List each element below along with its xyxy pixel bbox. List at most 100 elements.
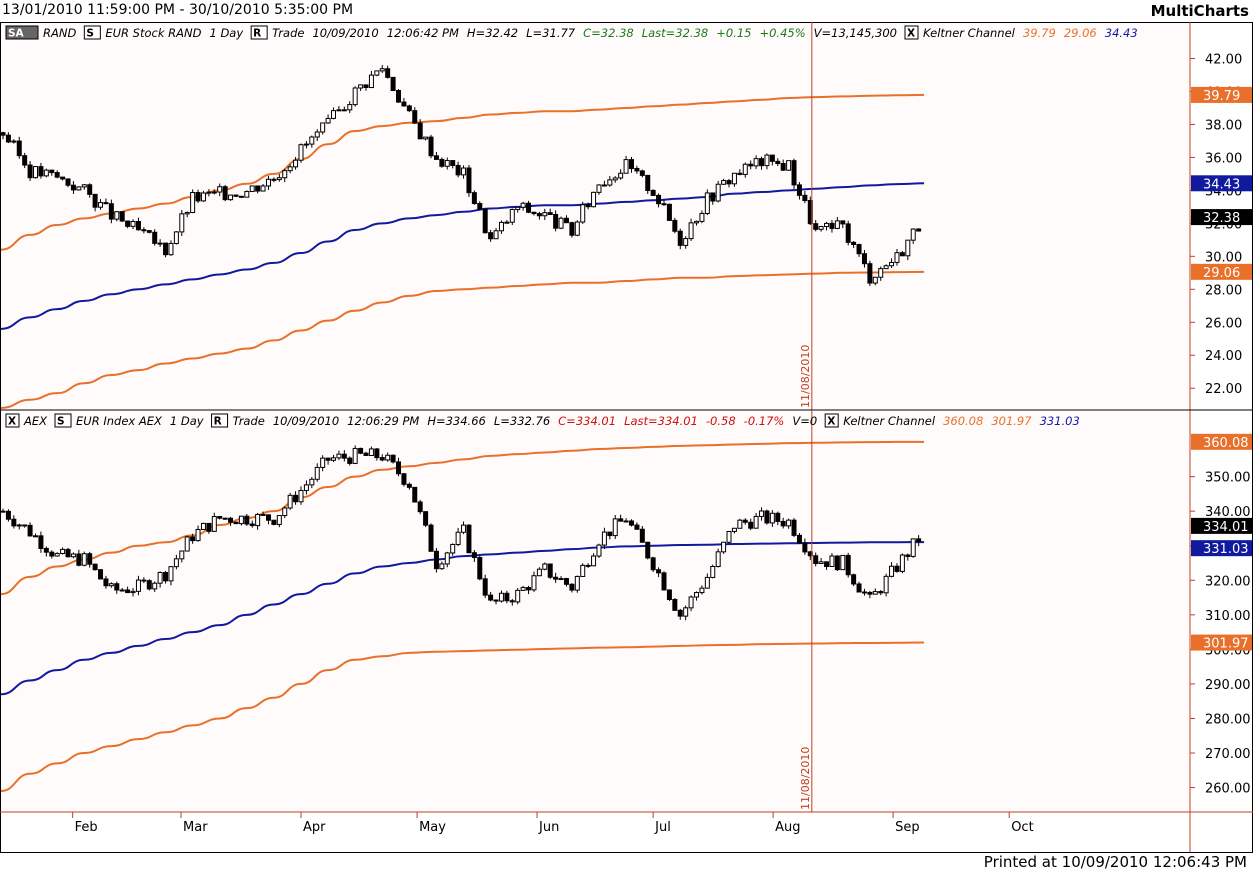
candle-body xyxy=(563,217,569,224)
candle-body xyxy=(477,203,483,210)
symbol-badge[interactable] xyxy=(5,25,39,40)
resolution-button[interactable] xyxy=(211,413,229,428)
remove-indicator-button[interactable] xyxy=(824,413,839,428)
candle-body xyxy=(694,220,700,224)
candle-body xyxy=(704,576,710,589)
candle-body xyxy=(688,222,694,240)
candle-body xyxy=(298,144,304,161)
candle-body xyxy=(531,575,537,591)
candle-body xyxy=(672,219,678,232)
candle-body xyxy=(526,587,532,591)
candle-body xyxy=(753,158,759,167)
candle-body xyxy=(168,242,174,256)
close-pane-button-label: X xyxy=(8,416,16,428)
candle-body xyxy=(796,184,802,196)
candle-body xyxy=(526,202,532,213)
chart-area[interactable]: 42.0040.0038.0036.0034.0032.0030.0028.00… xyxy=(0,22,1253,854)
candle-body xyxy=(628,159,634,169)
candle-body xyxy=(70,184,76,191)
candle-body xyxy=(683,607,689,617)
candle-body xyxy=(0,510,6,513)
candle-body xyxy=(661,572,667,591)
price-tag-close-label: 32.38 xyxy=(1203,211,1240,226)
candle-body xyxy=(677,230,683,246)
indicator-mid-value: 34.43 xyxy=(1105,26,1138,40)
candle-body xyxy=(406,105,412,112)
candle-body xyxy=(905,554,911,557)
caption-high: H=32.42 xyxy=(467,26,518,40)
candle-body xyxy=(336,109,342,112)
candle-body xyxy=(786,160,792,171)
candle-body xyxy=(320,457,326,468)
candle-body xyxy=(352,87,358,106)
candle-body xyxy=(401,101,407,107)
candle-body xyxy=(325,457,331,461)
resolution-button[interactable] xyxy=(250,25,268,40)
x-tick-label: Feb xyxy=(75,820,98,835)
session-button[interactable] xyxy=(54,413,72,428)
caption-symbol: AEX xyxy=(23,414,48,428)
candle-body xyxy=(390,76,396,92)
candle-body xyxy=(553,576,559,580)
candle-body xyxy=(303,143,309,146)
caption-last: Last=32.38 xyxy=(642,26,709,40)
candle-body xyxy=(856,244,862,255)
candle-body xyxy=(92,563,98,571)
candle-body xyxy=(612,177,618,181)
candle-body xyxy=(439,563,445,570)
candle-body xyxy=(303,484,309,491)
candle-body xyxy=(471,192,477,205)
title-bar: 13/01/2010 11:59:00 PM - 30/10/2010 5:35… xyxy=(0,0,1253,22)
candle-body xyxy=(612,518,618,537)
candle-body xyxy=(726,180,732,185)
candle-body xyxy=(330,110,336,119)
candle-body xyxy=(840,554,846,571)
candle-body xyxy=(585,564,591,567)
plot-background xyxy=(1,23,1190,410)
candle-body xyxy=(125,589,131,594)
candle-body xyxy=(580,204,586,223)
price-tag-lower xyxy=(1191,634,1252,651)
y-tick-label: 36.00 xyxy=(1205,151,1242,166)
caption-change: +0.15 xyxy=(716,26,751,40)
candle-body xyxy=(759,158,765,167)
candle-body xyxy=(276,515,282,525)
price-tag-mid-label: 331.03 xyxy=(1203,542,1249,557)
candle-body xyxy=(352,447,358,464)
candle-body xyxy=(16,140,22,157)
candle-body xyxy=(731,172,737,185)
remove-indicator-button[interactable] xyxy=(904,25,919,40)
candle-body xyxy=(374,70,380,76)
candle-body xyxy=(320,122,326,133)
candle-body xyxy=(217,516,223,519)
candle-body xyxy=(883,575,889,594)
candle-body xyxy=(87,553,93,565)
candle-body xyxy=(379,457,385,461)
candle-body xyxy=(569,222,575,236)
candle-body xyxy=(298,489,304,503)
candle-body xyxy=(666,203,672,221)
candle-body xyxy=(423,136,429,140)
x-tick-label: Apr xyxy=(303,820,326,835)
caption-volume: V=0 xyxy=(792,414,817,428)
candle-body xyxy=(396,461,402,475)
caption-low: L=332.76 xyxy=(494,414,550,428)
candle-body xyxy=(488,232,494,240)
candle-body xyxy=(428,136,434,157)
x-tick-label: Aug xyxy=(775,820,800,835)
candle-body xyxy=(206,191,212,194)
candle-body xyxy=(683,238,689,246)
candle-body xyxy=(87,184,93,195)
candle-body xyxy=(260,513,266,516)
close-pane-button[interactable] xyxy=(5,413,20,428)
y-tick-label: 350.00 xyxy=(1205,471,1251,486)
y-tick-label: 38.00 xyxy=(1205,118,1242,133)
candle-body xyxy=(498,592,504,602)
candle-body xyxy=(889,261,895,267)
candle-body xyxy=(623,520,629,523)
price-tag-lower xyxy=(1191,263,1252,280)
caption-interval: 1 Day xyxy=(170,414,204,428)
candle-body xyxy=(130,221,136,227)
candle-body xyxy=(916,228,922,232)
session-button[interactable] xyxy=(83,25,101,40)
